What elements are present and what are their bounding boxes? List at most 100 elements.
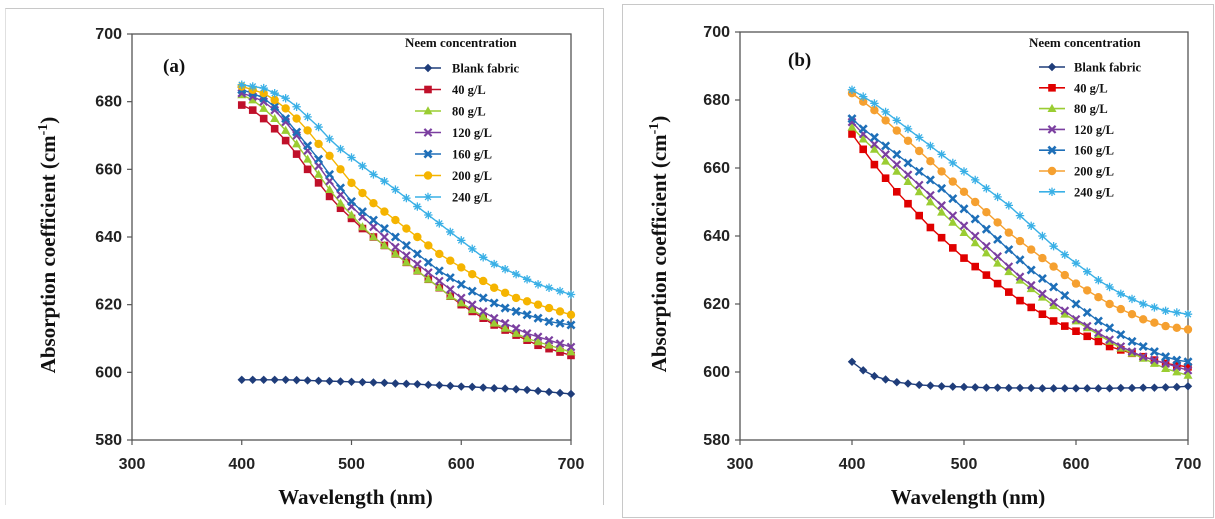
data-point: [533, 300, 543, 309]
data-point: [555, 339, 565, 348]
data-point: [848, 130, 856, 138]
data-point: [380, 232, 389, 242]
data-point: [347, 377, 356, 387]
data-point: [325, 151, 334, 160]
y-tick-label: 680: [95, 94, 122, 111]
data-point: [959, 221, 969, 231]
data-point: [937, 233, 946, 242]
data-point: [445, 285, 455, 294]
data-point: [959, 167, 969, 176]
data-point: [937, 382, 946, 391]
data-point: [870, 371, 879, 381]
data-point: [926, 157, 935, 166]
data-point: [467, 300, 477, 310]
data-point: [380, 207, 389, 216]
data-point: [423, 268, 433, 277]
data-point: [1027, 245, 1036, 254]
data-point: [314, 376, 323, 385]
data-point: [544, 303, 554, 313]
data-point: [903, 136, 913, 145]
data-point: [336, 165, 345, 174]
legend: Neem concentration Blank fabric 40 g/L 80 g…: [405, 35, 519, 205]
chart-panel-a: 580 600 620 640 660 680 700 300 400 500 600 700 Wave…: [5, 0, 605, 519]
data-point: [971, 197, 980, 207]
data-point: [870, 106, 879, 115]
data-point: [1060, 306, 1070, 316]
data-point: [1037, 273, 1047, 284]
data-point: [457, 236, 466, 245]
data-point: [858, 134, 868, 143]
data-point: [511, 270, 521, 279]
data-point: [544, 340, 554, 349]
data-point: [925, 197, 935, 206]
data-point: [1161, 363, 1171, 372]
data-point: [981, 248, 991, 257]
data-point: [270, 102, 280, 112]
data-point: [1094, 384, 1103, 393]
data-point: [555, 343, 565, 353]
data-point: [489, 259, 499, 269]
data-point: [1004, 201, 1013, 210]
data-point: [847, 114, 857, 124]
legend-swatch-marker: [423, 171, 433, 180]
data-point: [500, 323, 510, 332]
legend-label: 80 g/L: [1074, 102, 1108, 116]
data-point: [1072, 327, 1080, 335]
data-point: [1060, 270, 1069, 280]
data-point: [500, 384, 510, 393]
data-point: [446, 381, 455, 391]
data-point: [870, 139, 879, 149]
data-point: [391, 379, 400, 388]
series-200-g-l: [237, 82, 576, 320]
series-120-g-l: [237, 88, 576, 352]
data-point: [1161, 359, 1170, 368]
data-point: [858, 124, 868, 134]
legend-swatch-marker: [1047, 125, 1057, 134]
chart-svg-b: 580 600 620 640 660 680 700 300 400 500 600 700 Wave…: [647, 24, 1201, 509]
data-point: [971, 262, 979, 271]
data-point: [358, 188, 367, 198]
data-point: [413, 232, 422, 242]
data-point: [369, 198, 378, 208]
data-point: [1116, 289, 1125, 298]
y-tick-label: 660: [95, 161, 122, 178]
data-point: [903, 379, 913, 388]
data-point: [391, 242, 400, 252]
data-point: [1060, 250, 1069, 259]
data-point: [1105, 299, 1114, 309]
legend-label: 160 g/L: [1074, 144, 1114, 158]
legend-label: 80 g/L: [452, 105, 486, 119]
legend-swatch-marker: [1047, 166, 1057, 176]
y-tick-label: 620: [703, 296, 730, 313]
data-point: [347, 153, 356, 162]
data-point: [281, 104, 290, 113]
data-point: [993, 192, 1002, 202]
data-point: [391, 215, 400, 225]
data-point: [358, 161, 367, 171]
series-240-g-l: [237, 80, 576, 299]
data-point: [1038, 231, 1047, 241]
data-point: [859, 92, 868, 101]
data-point: [937, 167, 946, 176]
data-point: [390, 232, 400, 242]
data-point: [500, 288, 510, 298]
y-tick-label: 680: [703, 92, 730, 109]
data-point: [248, 375, 257, 384]
data-point: [903, 170, 913, 180]
data-point: [1083, 332, 1091, 341]
data-point: [881, 375, 890, 384]
data-point: [457, 263, 466, 272]
data-point: [1005, 288, 1013, 296]
data-point: [847, 85, 857, 94]
data-point: [1105, 282, 1114, 292]
data-point: [336, 204, 345, 213]
data-point: [1094, 276, 1103, 285]
data-point: [292, 127, 302, 137]
data-point: [434, 266, 444, 276]
data-point: [1150, 383, 1159, 392]
data-point: [1127, 336, 1137, 346]
data-point: [478, 293, 488, 303]
data-point: [1049, 384, 1058, 393]
data-point: [926, 381, 935, 390]
data-point: [336, 190, 345, 200]
